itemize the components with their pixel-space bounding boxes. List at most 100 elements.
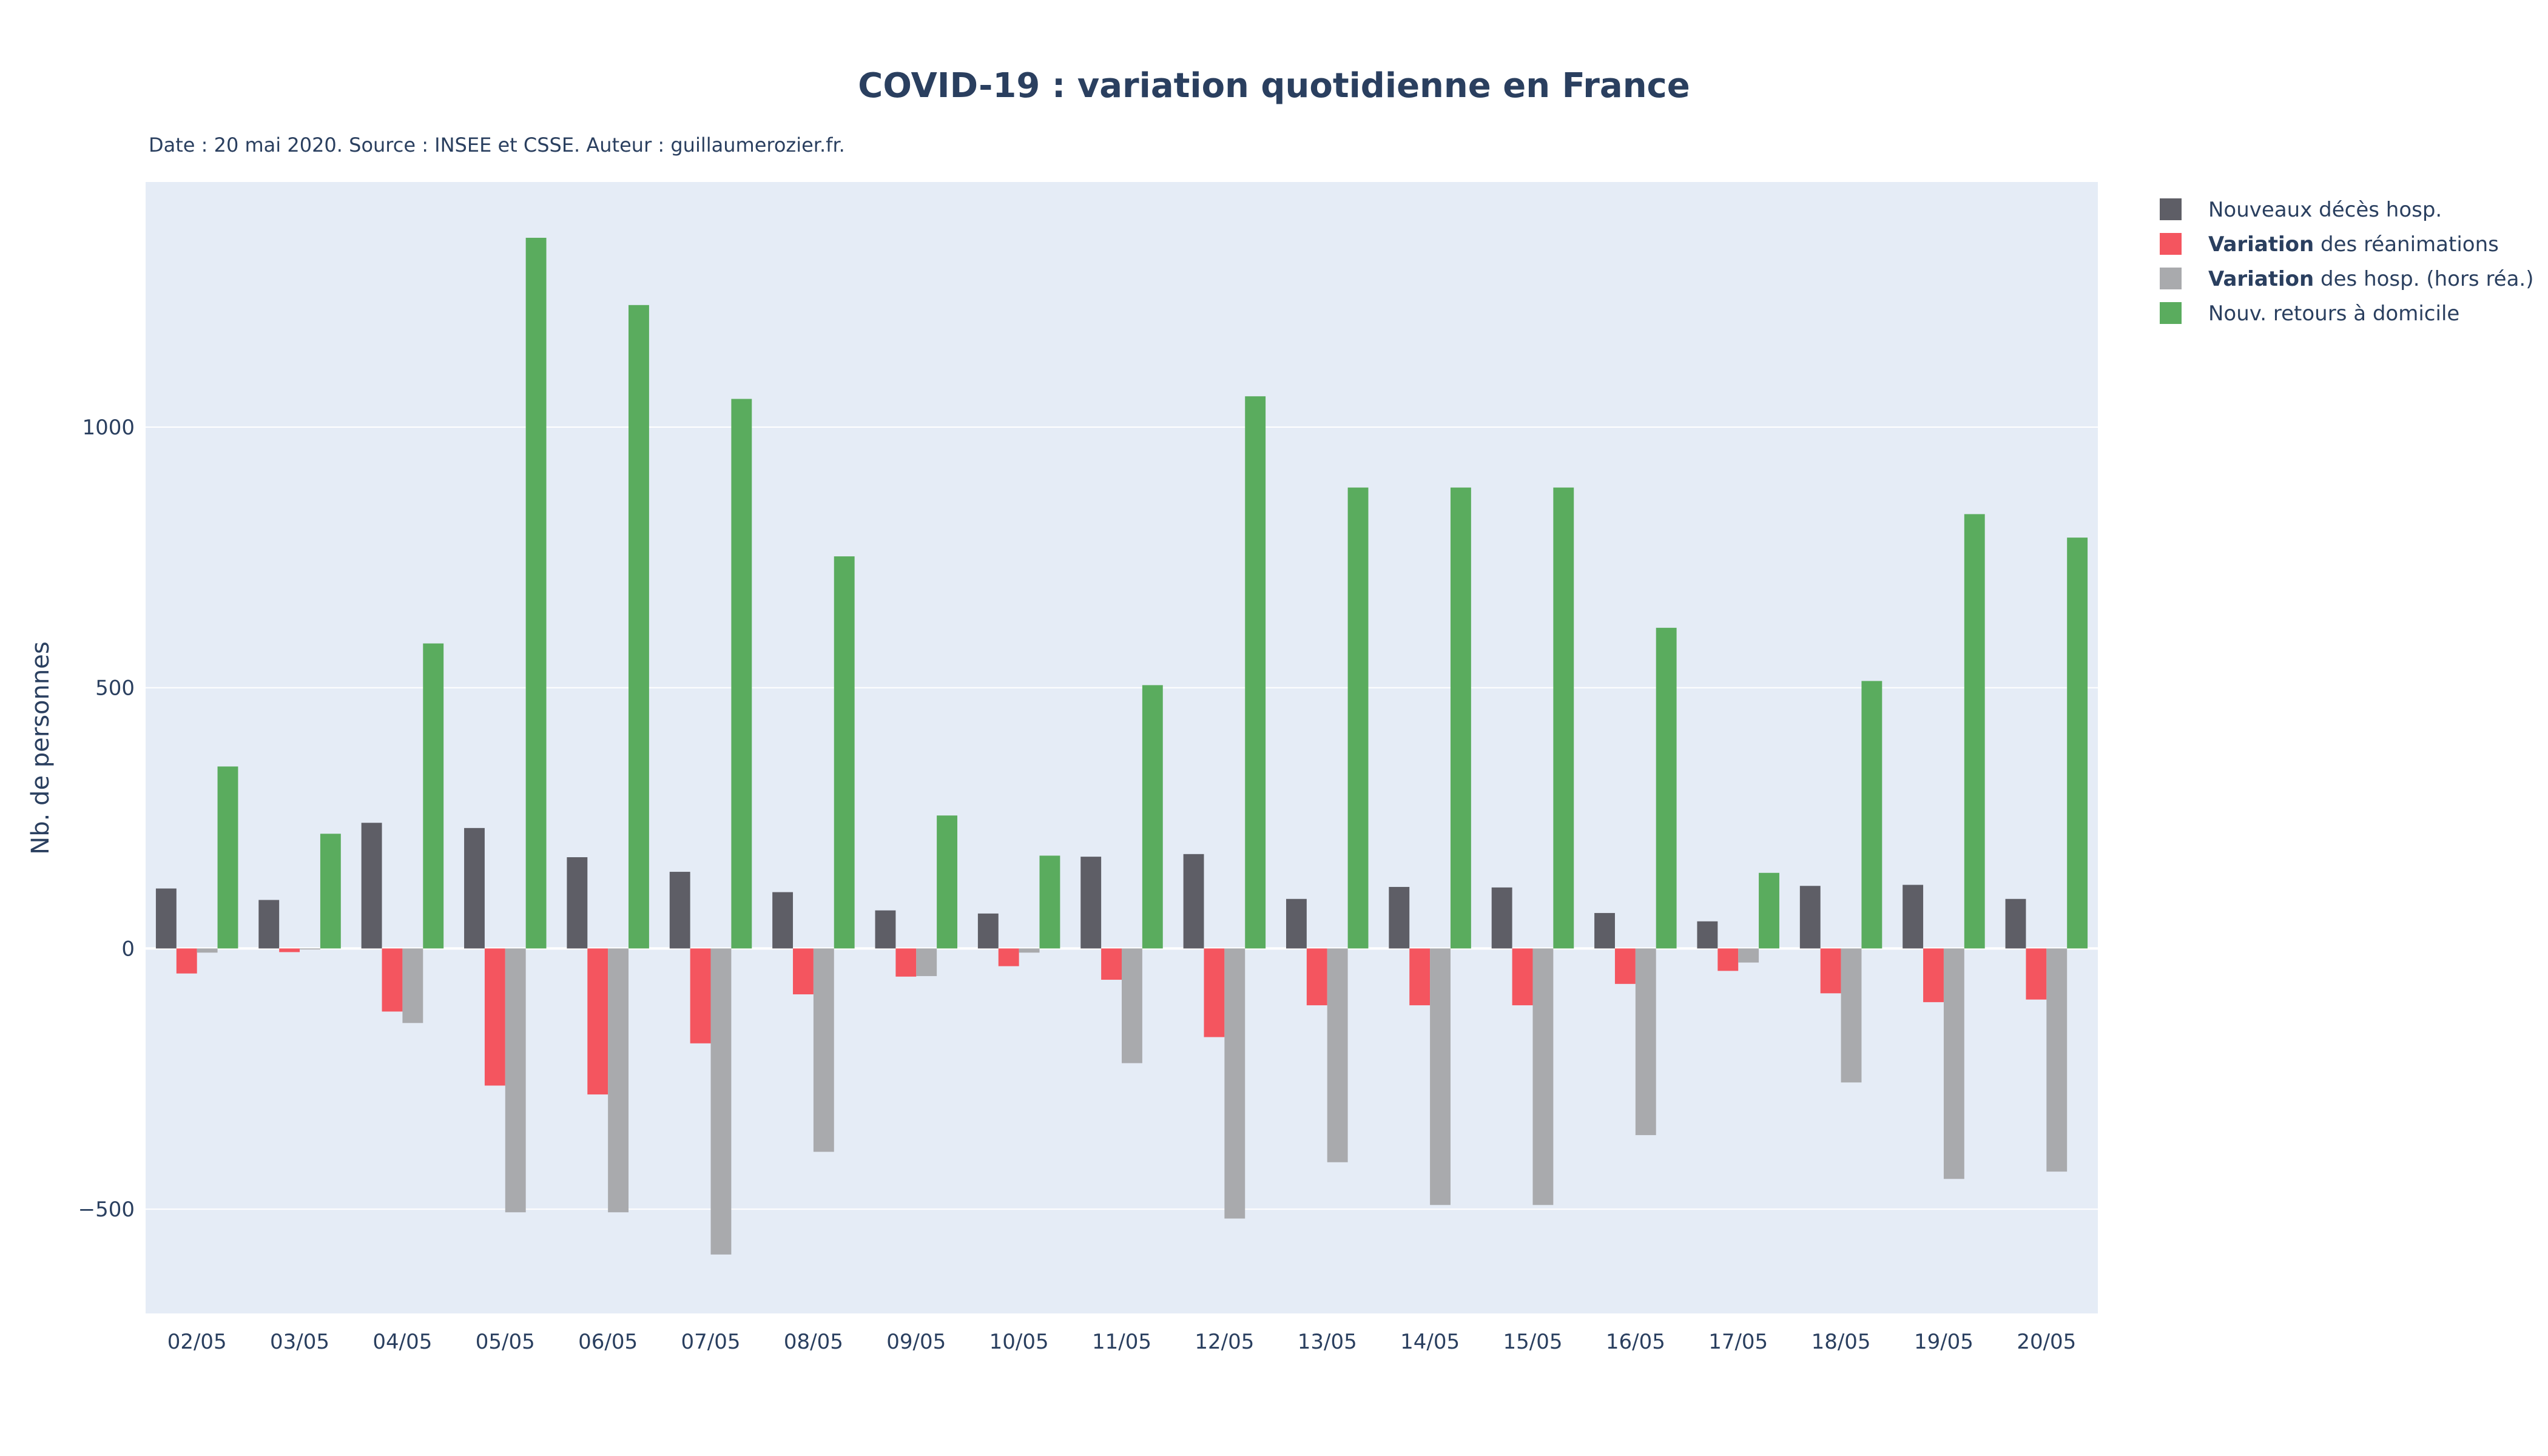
bar[interactable] — [608, 948, 629, 1213]
bar[interactable] — [382, 948, 403, 1012]
bar[interactable] — [1964, 514, 1985, 949]
bar[interactable] — [813, 948, 834, 1152]
bar[interactable] — [1738, 948, 1759, 963]
bar[interactable] — [1656, 627, 1677, 949]
bar[interactable] — [916, 948, 937, 976]
bar[interactable] — [629, 305, 649, 949]
bar[interactable] — [1122, 948, 1142, 1063]
bar[interactable] — [998, 948, 1019, 966]
bar[interactable] — [1820, 948, 1841, 994]
bar[interactable] — [567, 857, 588, 949]
bar[interactable] — [1306, 948, 1327, 1006]
bar[interactable] — [2046, 948, 2068, 1172]
bar[interactable] — [505, 948, 526, 1213]
legend-label: Nouveaux décès hosp. — [2208, 198, 2442, 222]
bar[interactable] — [1635, 948, 1656, 1136]
bar[interactable] — [1861, 681, 1882, 949]
bar[interactable] — [2005, 898, 2026, 949]
bar[interactable] — [690, 948, 711, 1043]
bar[interactable] — [525, 237, 547, 949]
bar[interactable] — [197, 948, 218, 953]
bar[interactable] — [669, 872, 690, 949]
bar[interactable] — [1224, 948, 1245, 1219]
x-tick-label: 04/05 — [372, 1330, 432, 1354]
legend-label: Variation des réanimations — [2208, 232, 2499, 257]
bar[interactable] — [1347, 487, 1369, 949]
bar[interactable] — [1512, 948, 1533, 1006]
bar[interactable] — [464, 827, 485, 949]
bars — [155, 237, 2088, 1255]
bar[interactable] — [977, 913, 999, 949]
bar[interactable] — [423, 643, 444, 949]
bar[interactable] — [1039, 855, 1060, 949]
bar[interactable] — [1614, 948, 1636, 984]
bar[interactable] — [875, 910, 896, 949]
legend-item[interactable]: Variation des réanimations — [2160, 232, 2499, 257]
bar[interactable] — [834, 556, 855, 949]
bar[interactable] — [793, 948, 814, 995]
bar[interactable] — [300, 948, 320, 950]
x-tick-label: 08/05 — [784, 1330, 843, 1354]
legend-swatch — [2160, 302, 2182, 324]
bar[interactable] — [937, 815, 958, 949]
x-tick-label: 17/05 — [1708, 1330, 1768, 1354]
bar[interactable] — [320, 834, 341, 949]
bar[interactable] — [1245, 396, 1266, 949]
bar[interactable] — [1430, 948, 1451, 1205]
bar[interactable] — [217, 766, 238, 949]
bar[interactable] — [587, 948, 608, 1095]
bar[interactable] — [1409, 948, 1431, 1006]
bar[interactable] — [155, 888, 177, 949]
bar[interactable] — [731, 399, 752, 949]
bar[interactable] — [1697, 921, 1718, 949]
bar[interactable] — [1841, 948, 1862, 1083]
bar[interactable] — [1019, 948, 1040, 953]
x-tick-label: 14/05 — [1400, 1330, 1460, 1354]
bar[interactable] — [361, 823, 382, 949]
bar[interactable] — [176, 948, 197, 974]
bar[interactable] — [484, 948, 505, 1086]
bar[interactable] — [1450, 487, 1471, 949]
legend-item[interactable]: Variation des hosp. (hors réa.) — [2160, 267, 2534, 291]
legend-swatch — [2160, 198, 2182, 220]
x-tick-label: 20/05 — [2017, 1330, 2076, 1354]
bar[interactable] — [1491, 887, 1512, 949]
bar[interactable] — [895, 948, 917, 977]
bar[interactable] — [1101, 948, 1122, 980]
bar[interactable] — [258, 900, 280, 949]
y-axis-ticks: −500 0 500 1000 — [78, 416, 135, 1222]
x-tick-label: 13/05 — [1298, 1330, 1357, 1354]
bar[interactable] — [1799, 886, 1821, 949]
bar[interactable] — [1594, 912, 1615, 949]
x-tick-label: 10/05 — [989, 1330, 1049, 1354]
bar[interactable] — [1327, 948, 1348, 1162]
bar[interactable] — [2067, 538, 2088, 949]
legend-item[interactable]: Nouveaux décès hosp. — [2160, 198, 2442, 222]
bar[interactable] — [1553, 487, 1574, 949]
bar[interactable] — [1204, 948, 1225, 1037]
bar[interactable] — [1532, 948, 1554, 1205]
bar[interactable] — [1759, 872, 1779, 949]
bar[interactable] — [1389, 886, 1410, 949]
bar[interactable] — [772, 892, 794, 949]
legend-item[interactable]: Nouv. retours à domicile — [2160, 302, 2459, 326]
bar[interactable] — [1943, 948, 1964, 1179]
bar[interactable] — [1717, 948, 1739, 971]
bar[interactable] — [1286, 898, 1307, 949]
bar[interactable] — [1080, 857, 1102, 949]
bar[interactable] — [279, 948, 300, 952]
x-tick-label: 05/05 — [476, 1330, 535, 1354]
bar[interactable] — [402, 948, 423, 1023]
bar[interactable] — [1183, 854, 1204, 949]
bar[interactable] — [710, 948, 732, 1255]
bar[interactable] — [1923, 948, 1944, 1002]
legend[interactable]: Nouveaux décès hosp. Variation des réanim… — [2160, 198, 2534, 326]
legend-swatch — [2160, 268, 2182, 289]
bar[interactable] — [2026, 948, 2047, 1000]
bar[interactable] — [1142, 685, 1163, 949]
legend-label: Variation des hosp. (hors réa.) — [2208, 267, 2534, 291]
bar[interactable] — [1903, 885, 1924, 949]
plot-area — [146, 182, 2098, 1313]
